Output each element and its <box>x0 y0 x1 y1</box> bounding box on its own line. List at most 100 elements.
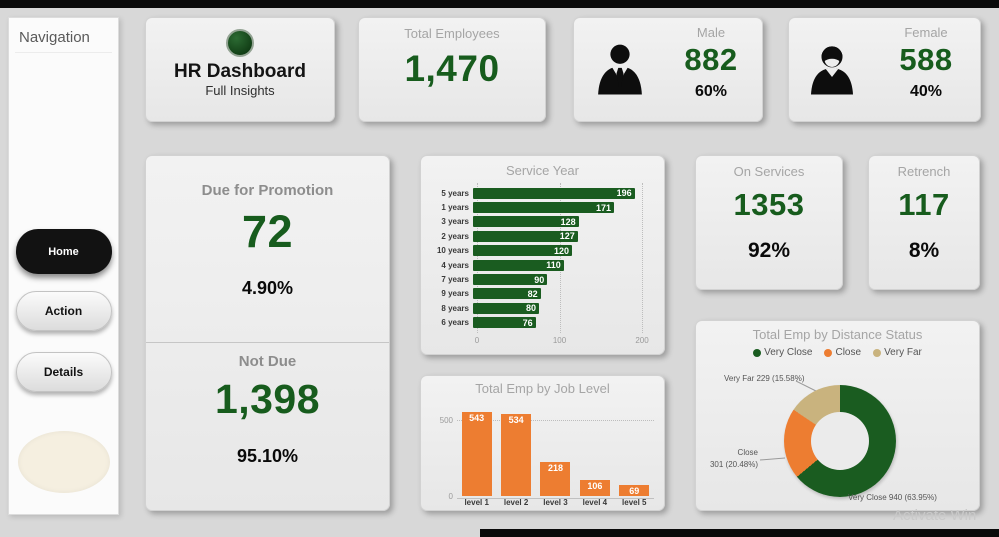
legend-item[interactable]: Close <box>824 347 861 358</box>
donut-label-very-far: Very Far 229 (15.58%) <box>724 374 805 383</box>
job-level-category: level 5 <box>622 498 647 507</box>
service-year-row: 7 years 90 <box>431 272 656 286</box>
service-year-value: 76 <box>522 317 533 328</box>
service-year-row: 4 years 110 <box>431 258 656 272</box>
service-year-rows: 5 years 196 1 years 171 3 years 128 2 years 127… <box>431 186 656 330</box>
distance-donut[interactable] <box>784 385 896 497</box>
service-year-bar-track: 127 <box>473 230 638 242</box>
activate-windows-watermark: Activate Win <box>893 507 977 524</box>
service-year-bar-track: 196 <box>473 187 638 199</box>
service-year-bar[interactable]: 196 <box>473 187 635 199</box>
service-year-row: 9 years 82 <box>431 287 656 301</box>
service-year-bar-track: 110 <box>473 259 638 271</box>
job-level-column: 69 level 5 <box>619 410 650 509</box>
male-pct: 60% <box>694 83 728 100</box>
job-level-cols: 543 level 1 534 level 2 218 level 3 106 level 4… <box>457 410 654 509</box>
nav-button-home[interactable]: Home <box>15 229 112 274</box>
job-level-value: 218 <box>547 463 563 473</box>
job-level-value: 534 <box>508 415 524 425</box>
male-value: 882 <box>684 42 738 77</box>
chart-title: Total Emp by Distance Status <box>752 327 923 342</box>
y-axis-tick: 500 <box>439 416 453 425</box>
service-year-bar[interactable]: 76 <box>473 317 536 329</box>
legend-item[interactable]: Very Far <box>873 347 922 358</box>
job-level-baseline <box>457 498 654 499</box>
service-year-bar[interactable]: 80 <box>473 302 539 314</box>
legend-dot <box>824 348 833 357</box>
job-level-bar[interactable]: 218 <box>540 462 571 496</box>
x-axis-tick: 0 <box>474 336 480 345</box>
service-year-bar[interactable]: 120 <box>473 245 572 257</box>
service-year-category: 3 years <box>441 217 469 227</box>
due-promotion-label: Due for Promotion <box>201 182 334 199</box>
on-services-card: On Services 1353 92% <box>695 155 843 290</box>
job-level-bar[interactable]: 106 <box>579 480 610 496</box>
navigation-panel: Navigation Home Action Details <box>8 17 119 515</box>
service-year-bar[interactable]: 110 <box>473 259 564 271</box>
service-year-bar-track: 90 <box>473 274 638 286</box>
y-axis-tick: 0 <box>448 492 453 501</box>
service-year-chart: 5 years 196 1 years 171 3 years 128 2 years 127… <box>431 183 656 351</box>
service-year-row: 2 years 127 <box>431 229 656 243</box>
service-year-category: 7 years <box>441 275 469 285</box>
total-employees-card: Total Employees 1,470 <box>358 17 546 122</box>
female-value: 588 <box>899 42 953 77</box>
due-promotion-value: 72 <box>241 206 294 257</box>
service-year-row: 6 years 76 <box>431 316 656 330</box>
nav-button-action[interactable]: Action <box>15 291 112 331</box>
navigation-title: Navigation <box>15 25 112 53</box>
male-icon <box>592 39 648 106</box>
nav-button-details[interactable]: Details <box>15 352 112 392</box>
hr-title-card: HR Dashboard Full Insights <box>145 17 335 122</box>
job-level-bar[interactable]: 543 <box>461 412 492 496</box>
service-year-category: 6 years <box>441 318 469 328</box>
not-due-value: 1,398 <box>214 376 321 422</box>
card-title: Male <box>696 25 726 40</box>
card-title: Total Employees <box>404 26 500 41</box>
service-year-category: 2 years <box>441 231 469 241</box>
female-icon <box>804 39 860 106</box>
service-year-bar[interactable]: 127 <box>473 230 578 242</box>
job-level-value: 69 <box>629 486 640 496</box>
service-year-category: 4 years <box>441 260 469 270</box>
job-level-bar[interactable]: 534 <box>501 414 532 496</box>
legend-item[interactable]: Very Close <box>753 347 812 358</box>
hr-logo-icon <box>226 29 254 57</box>
retrench-value: 117 <box>898 187 950 222</box>
x-axis-tick: 100 <box>552 336 567 345</box>
service-year-bar[interactable]: 82 <box>473 288 541 300</box>
service-year-bar[interactable]: 171 <box>473 202 615 214</box>
service-year-card: Service Year 5 years 196 1 years 171 3 years… <box>420 155 665 355</box>
retrench-card: Retrench 117 8% <box>868 155 980 290</box>
service-year-value: 80 <box>525 303 536 314</box>
service-year-row: 1 years 171 <box>431 200 656 214</box>
dashboard-subtitle: Full Insights <box>205 83 275 98</box>
legend-dot <box>873 348 882 357</box>
service-year-bar-track: 82 <box>473 288 638 300</box>
due-promotion-pct: 4.90% <box>241 278 294 298</box>
female-pct: 40% <box>909 83 943 100</box>
gridline <box>477 183 478 333</box>
promotion-card: Due for Promotion 72 4.90% Not Due 1,398… <box>145 155 390 511</box>
service-year-category: 10 years <box>436 246 469 256</box>
service-year-bar-track: 128 <box>473 216 638 228</box>
dashboard-title: HR Dashboard <box>174 61 306 82</box>
legend-label: Close <box>835 347 862 358</box>
service-year-bar-track: 171 <box>473 202 638 214</box>
donut-label-close: Close 301 (20.48%) <box>709 448 758 469</box>
chart-title: Total Emp by Job Level <box>475 381 610 396</box>
job-level-bar[interactable]: 69 <box>619 485 650 496</box>
job-level-column: 534 level 2 <box>501 410 532 509</box>
service-year-bar[interactable]: 128 <box>473 216 579 228</box>
legend-label: Very Far <box>884 347 922 358</box>
service-year-bar[interactable]: 90 <box>473 274 548 286</box>
card-title: Female <box>904 25 948 40</box>
divider <box>146 342 389 343</box>
service-year-row: 5 years 196 <box>431 186 656 200</box>
total-employees-value: 1,470 <box>404 48 500 89</box>
service-year-value: 110 <box>546 260 561 271</box>
service-year-value: 120 <box>553 245 569 256</box>
service-year-value: 90 <box>534 274 545 285</box>
